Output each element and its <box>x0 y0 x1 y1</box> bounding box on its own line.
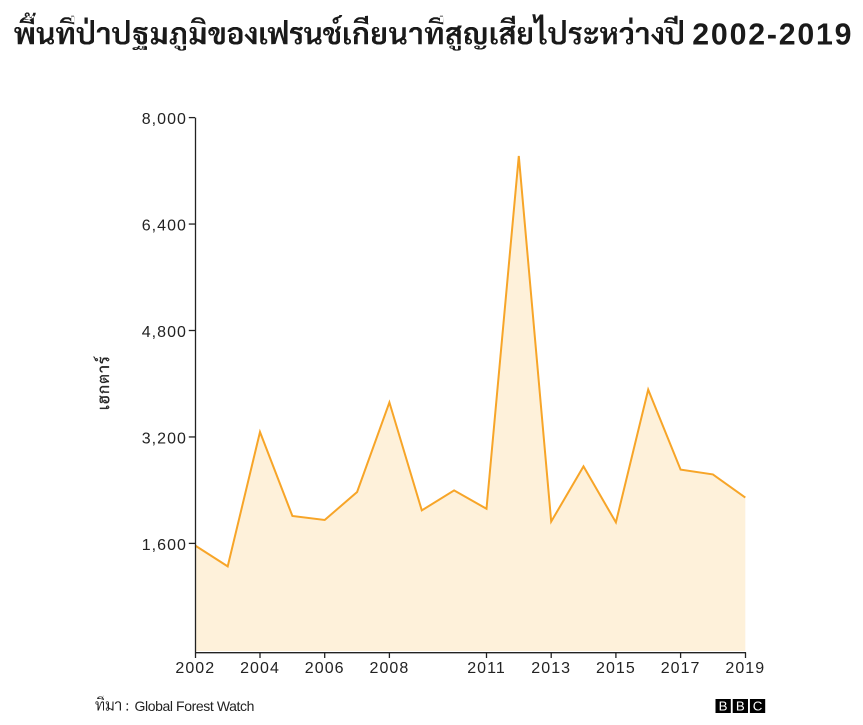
svg-text:2004: 2004 <box>240 660 280 677</box>
svg-text:2008: 2008 <box>370 660 410 677</box>
svg-text:3,200: 3,200 <box>142 430 187 447</box>
svg-text:2013: 2013 <box>531 660 571 677</box>
svg-text:C: C <box>753 699 763 714</box>
svg-text:2015: 2015 <box>596 660 636 677</box>
svg-text:B: B <box>736 699 745 714</box>
svg-text:B: B <box>719 699 728 714</box>
svg-text:2002: 2002 <box>175 660 215 677</box>
svg-text:2019: 2019 <box>725 660 765 677</box>
svg-text:2002-2019: 2002-2019 <box>692 19 853 52</box>
svg-text:2006: 2006 <box>305 660 345 677</box>
svg-text:2017: 2017 <box>661 660 701 677</box>
svg-text:1,600: 1,600 <box>142 537 187 554</box>
svg-text:8,000: 8,000 <box>142 111 187 128</box>
svg-text:6,400: 6,400 <box>142 218 187 235</box>
svg-text:2011: 2011 <box>467 660 506 677</box>
svg-text:4,800: 4,800 <box>142 324 187 341</box>
svg-text:Global Forest Watch: Global Forest Watch <box>135 698 254 714</box>
